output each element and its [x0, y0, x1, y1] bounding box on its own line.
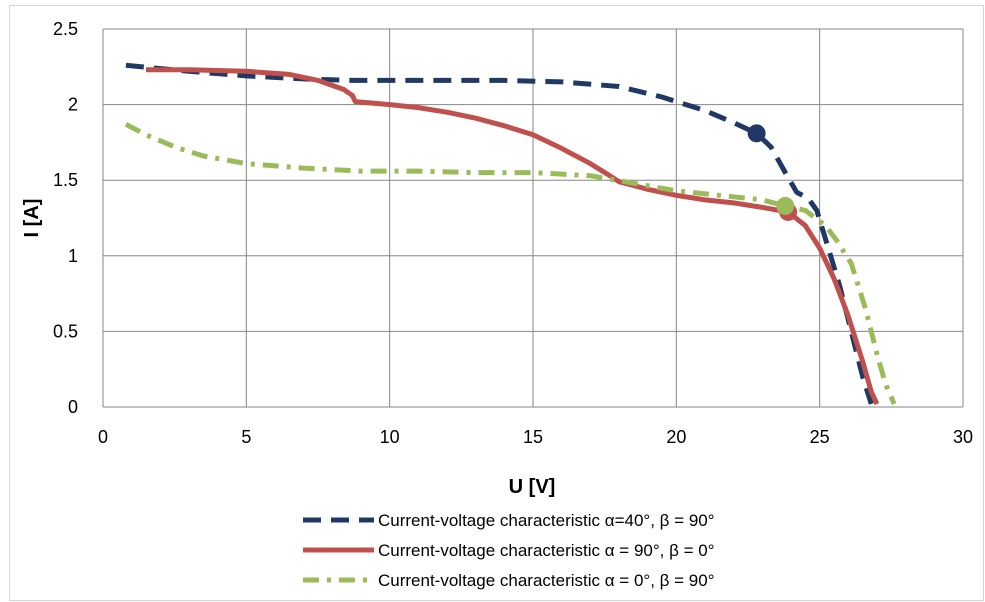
series-line-2	[146, 67, 880, 406]
y-tick-label: 0.5	[53, 321, 78, 341]
x-tick-label: 30	[953, 427, 973, 447]
series-markers	[747, 124, 798, 221]
chart-frame	[9, 5, 984, 601]
x-tick-label: 20	[666, 427, 686, 447]
x-tick-label: 10	[380, 427, 400, 447]
y-axis-title: I [A]	[21, 199, 43, 238]
legend-label-2: Current-voltage characteristic α = 90°, …	[378, 541, 715, 560]
x-tick-label: 0	[98, 427, 108, 447]
axes: 0 5 10 15 20 25 30 0 0.5 1 1.5 2 2.5	[53, 19, 973, 447]
y-tick-label: 1	[68, 246, 78, 266]
series-line-1	[125, 62, 874, 405]
y-tick-label: 0	[68, 397, 78, 417]
x-tick-label: 25	[810, 427, 830, 447]
grid	[102, 28, 964, 408]
series-marker-3	[776, 196, 795, 215]
y-tick-label: 2	[68, 95, 78, 115]
series-marker-1	[747, 124, 766, 143]
x-axis-title: U [V]	[509, 476, 556, 498]
legend-label-3: Current-voltage characteristic α = 0°, β…	[378, 571, 715, 590]
legend: Current-voltage characteristic α=40°, β …	[303, 511, 715, 590]
series-lines	[124, 62, 897, 406]
legend-label-1: Current-voltage characteristic α=40°, β …	[378, 511, 715, 530]
y-tick-label: 1.5	[53, 170, 78, 190]
y-tick-label: 2.5	[53, 19, 78, 39]
x-tick-label: 5	[241, 427, 251, 447]
series-line-3	[124, 122, 897, 406]
x-tick-label: 15	[523, 427, 543, 447]
